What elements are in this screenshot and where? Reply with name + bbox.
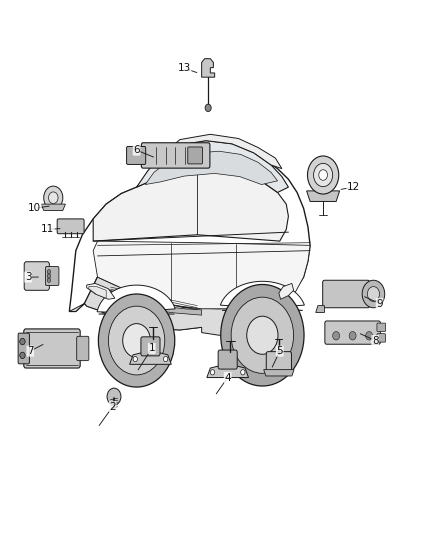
FancyBboxPatch shape (77, 336, 89, 361)
Polygon shape (145, 151, 278, 184)
Text: 2: 2 (110, 402, 116, 411)
Circle shape (107, 388, 121, 405)
Circle shape (47, 274, 51, 278)
Circle shape (333, 332, 339, 340)
Circle shape (231, 297, 293, 373)
Circle shape (44, 186, 63, 209)
Circle shape (20, 352, 25, 359)
Circle shape (123, 324, 151, 358)
Circle shape (221, 285, 304, 386)
Text: 13: 13 (178, 63, 191, 73)
Text: 12: 12 (347, 182, 360, 192)
Circle shape (314, 164, 333, 187)
Polygon shape (137, 141, 288, 192)
Circle shape (319, 169, 328, 180)
Polygon shape (69, 277, 297, 335)
Text: 9: 9 (376, 298, 383, 309)
Polygon shape (93, 168, 288, 241)
Text: 3: 3 (25, 272, 32, 282)
Text: 1: 1 (148, 343, 155, 353)
Circle shape (99, 294, 175, 387)
Polygon shape (201, 59, 215, 77)
Polygon shape (41, 204, 65, 211)
Polygon shape (89, 287, 106, 298)
FancyBboxPatch shape (325, 321, 380, 344)
Polygon shape (85, 277, 201, 330)
Text: 7: 7 (27, 346, 34, 356)
Polygon shape (87, 284, 115, 300)
FancyBboxPatch shape (377, 334, 385, 342)
Circle shape (108, 306, 165, 375)
Circle shape (367, 287, 379, 301)
FancyBboxPatch shape (127, 147, 146, 165)
Polygon shape (130, 353, 171, 365)
Text: 8: 8 (372, 336, 378, 345)
FancyBboxPatch shape (57, 219, 84, 233)
Polygon shape (307, 191, 339, 201)
FancyBboxPatch shape (188, 147, 202, 164)
Circle shape (20, 352, 25, 359)
Polygon shape (316, 305, 325, 312)
Polygon shape (160, 134, 282, 168)
FancyBboxPatch shape (323, 280, 370, 308)
Circle shape (366, 332, 373, 340)
Text: 5: 5 (276, 346, 283, 356)
Circle shape (210, 369, 215, 375)
Polygon shape (97, 285, 175, 314)
Text: 4: 4 (224, 373, 231, 383)
Polygon shape (93, 241, 310, 309)
Polygon shape (69, 146, 310, 311)
Circle shape (241, 369, 245, 375)
Circle shape (47, 270, 51, 274)
Polygon shape (279, 284, 293, 300)
Circle shape (47, 278, 51, 282)
Circle shape (205, 104, 211, 111)
Polygon shape (98, 287, 201, 315)
FancyBboxPatch shape (218, 350, 237, 369)
Text: 11: 11 (41, 224, 54, 235)
Polygon shape (220, 281, 304, 310)
Circle shape (307, 156, 339, 194)
Circle shape (20, 338, 25, 345)
Polygon shape (264, 369, 294, 376)
FancyBboxPatch shape (377, 323, 385, 332)
FancyBboxPatch shape (141, 143, 210, 168)
FancyBboxPatch shape (46, 266, 59, 286)
Polygon shape (207, 366, 248, 377)
FancyBboxPatch shape (266, 352, 291, 372)
Text: 6: 6 (133, 145, 140, 155)
Circle shape (20, 338, 25, 345)
Circle shape (349, 332, 356, 340)
FancyBboxPatch shape (24, 262, 49, 290)
FancyBboxPatch shape (18, 333, 29, 364)
FancyBboxPatch shape (24, 329, 80, 368)
Circle shape (247, 316, 278, 354)
Circle shape (49, 192, 58, 204)
Text: 10: 10 (28, 203, 41, 213)
Circle shape (362, 280, 385, 308)
Circle shape (133, 357, 138, 362)
FancyBboxPatch shape (141, 337, 160, 356)
Circle shape (163, 357, 168, 362)
